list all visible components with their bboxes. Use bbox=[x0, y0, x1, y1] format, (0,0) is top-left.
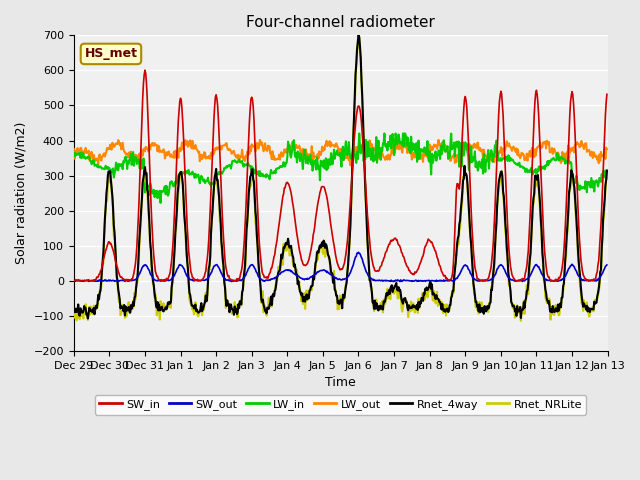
LW_out bbox=[189, 138, 196, 144]
LW_in bbox=[406, 150, 414, 156]
SW_in bbox=[218, 207, 226, 213]
Line: LW_in: LW_in bbox=[74, 133, 607, 203]
Rnet_4way bbox=[603, 168, 611, 174]
Rnet_NRLite bbox=[134, 264, 142, 270]
LW_in bbox=[603, 168, 611, 173]
Rnet_4way bbox=[70, 308, 77, 313]
LW_in bbox=[79, 151, 87, 156]
Rnet_NRLite bbox=[421, 293, 429, 299]
Rnet_NRLite bbox=[189, 307, 196, 312]
LW_in bbox=[189, 171, 197, 177]
SW_in bbox=[422, 243, 430, 249]
SW_in bbox=[70, 277, 77, 283]
LW_in bbox=[355, 131, 363, 136]
LW_in bbox=[157, 200, 164, 206]
Rnet_4way bbox=[355, 31, 362, 37]
Rnet_NRLite bbox=[217, 215, 225, 221]
Rnet_NRLite bbox=[603, 175, 611, 181]
LW_out bbox=[70, 146, 77, 152]
Line: Rnet_4way: Rnet_4way bbox=[74, 34, 607, 319]
SW_out bbox=[134, 274, 142, 279]
SW_in bbox=[406, 269, 414, 275]
Line: LW_out: LW_out bbox=[74, 140, 607, 165]
Rnet_4way bbox=[218, 238, 225, 244]
Line: SW_in: SW_in bbox=[74, 70, 607, 281]
LW_in bbox=[218, 169, 225, 175]
Rnet_NRLite bbox=[70, 311, 77, 316]
SW_out bbox=[70, 278, 77, 284]
SW_out bbox=[217, 269, 225, 275]
Y-axis label: Solar radiation (W/m2): Solar radiation (W/m2) bbox=[15, 122, 28, 264]
Line: SW_out: SW_out bbox=[74, 252, 607, 282]
SW_in bbox=[141, 67, 148, 73]
LW_out bbox=[256, 137, 264, 143]
LW_out bbox=[603, 146, 611, 152]
SW_out bbox=[603, 262, 611, 268]
SW_out bbox=[422, 278, 430, 284]
Rnet_4way bbox=[84, 316, 92, 322]
Rnet_NRLite bbox=[517, 318, 525, 324]
Rnet_NRLite bbox=[79, 316, 87, 322]
Title: Four-channel radiometer: Four-channel radiometer bbox=[246, 15, 435, 30]
SW_out bbox=[79, 278, 87, 284]
LW_out bbox=[422, 147, 430, 153]
Rnet_4way bbox=[189, 303, 197, 309]
LW_in bbox=[134, 156, 142, 162]
LW_out bbox=[346, 162, 354, 168]
Line: Rnet_NRLite: Rnet_NRLite bbox=[74, 38, 607, 321]
LW_out bbox=[134, 156, 142, 161]
SW_in bbox=[80, 278, 88, 284]
SW_out bbox=[355, 250, 362, 255]
Rnet_4way bbox=[422, 287, 430, 293]
LW_out bbox=[79, 149, 87, 155]
Legend: SW_in, SW_out, LW_in, LW_out, Rnet_4way, Rnet_NRLite: SW_in, SW_out, LW_in, LW_out, Rnet_4way,… bbox=[95, 395, 586, 415]
Rnet_NRLite bbox=[355, 35, 363, 41]
SW_in bbox=[70, 278, 78, 284]
X-axis label: Time: Time bbox=[325, 376, 356, 389]
Rnet_4way bbox=[406, 305, 414, 311]
Rnet_4way bbox=[135, 242, 143, 248]
Text: HS_met: HS_met bbox=[84, 48, 138, 60]
Rnet_NRLite bbox=[406, 303, 413, 309]
LW_in bbox=[70, 151, 77, 157]
Rnet_4way bbox=[79, 308, 87, 314]
SW_out bbox=[396, 279, 404, 285]
SW_out bbox=[189, 276, 196, 282]
LW_out bbox=[406, 149, 414, 155]
SW_in bbox=[603, 91, 611, 97]
SW_in bbox=[135, 198, 143, 204]
SW_out bbox=[406, 278, 414, 284]
SW_in bbox=[190, 276, 198, 281]
LW_out bbox=[217, 143, 225, 149]
LW_in bbox=[422, 152, 430, 157]
